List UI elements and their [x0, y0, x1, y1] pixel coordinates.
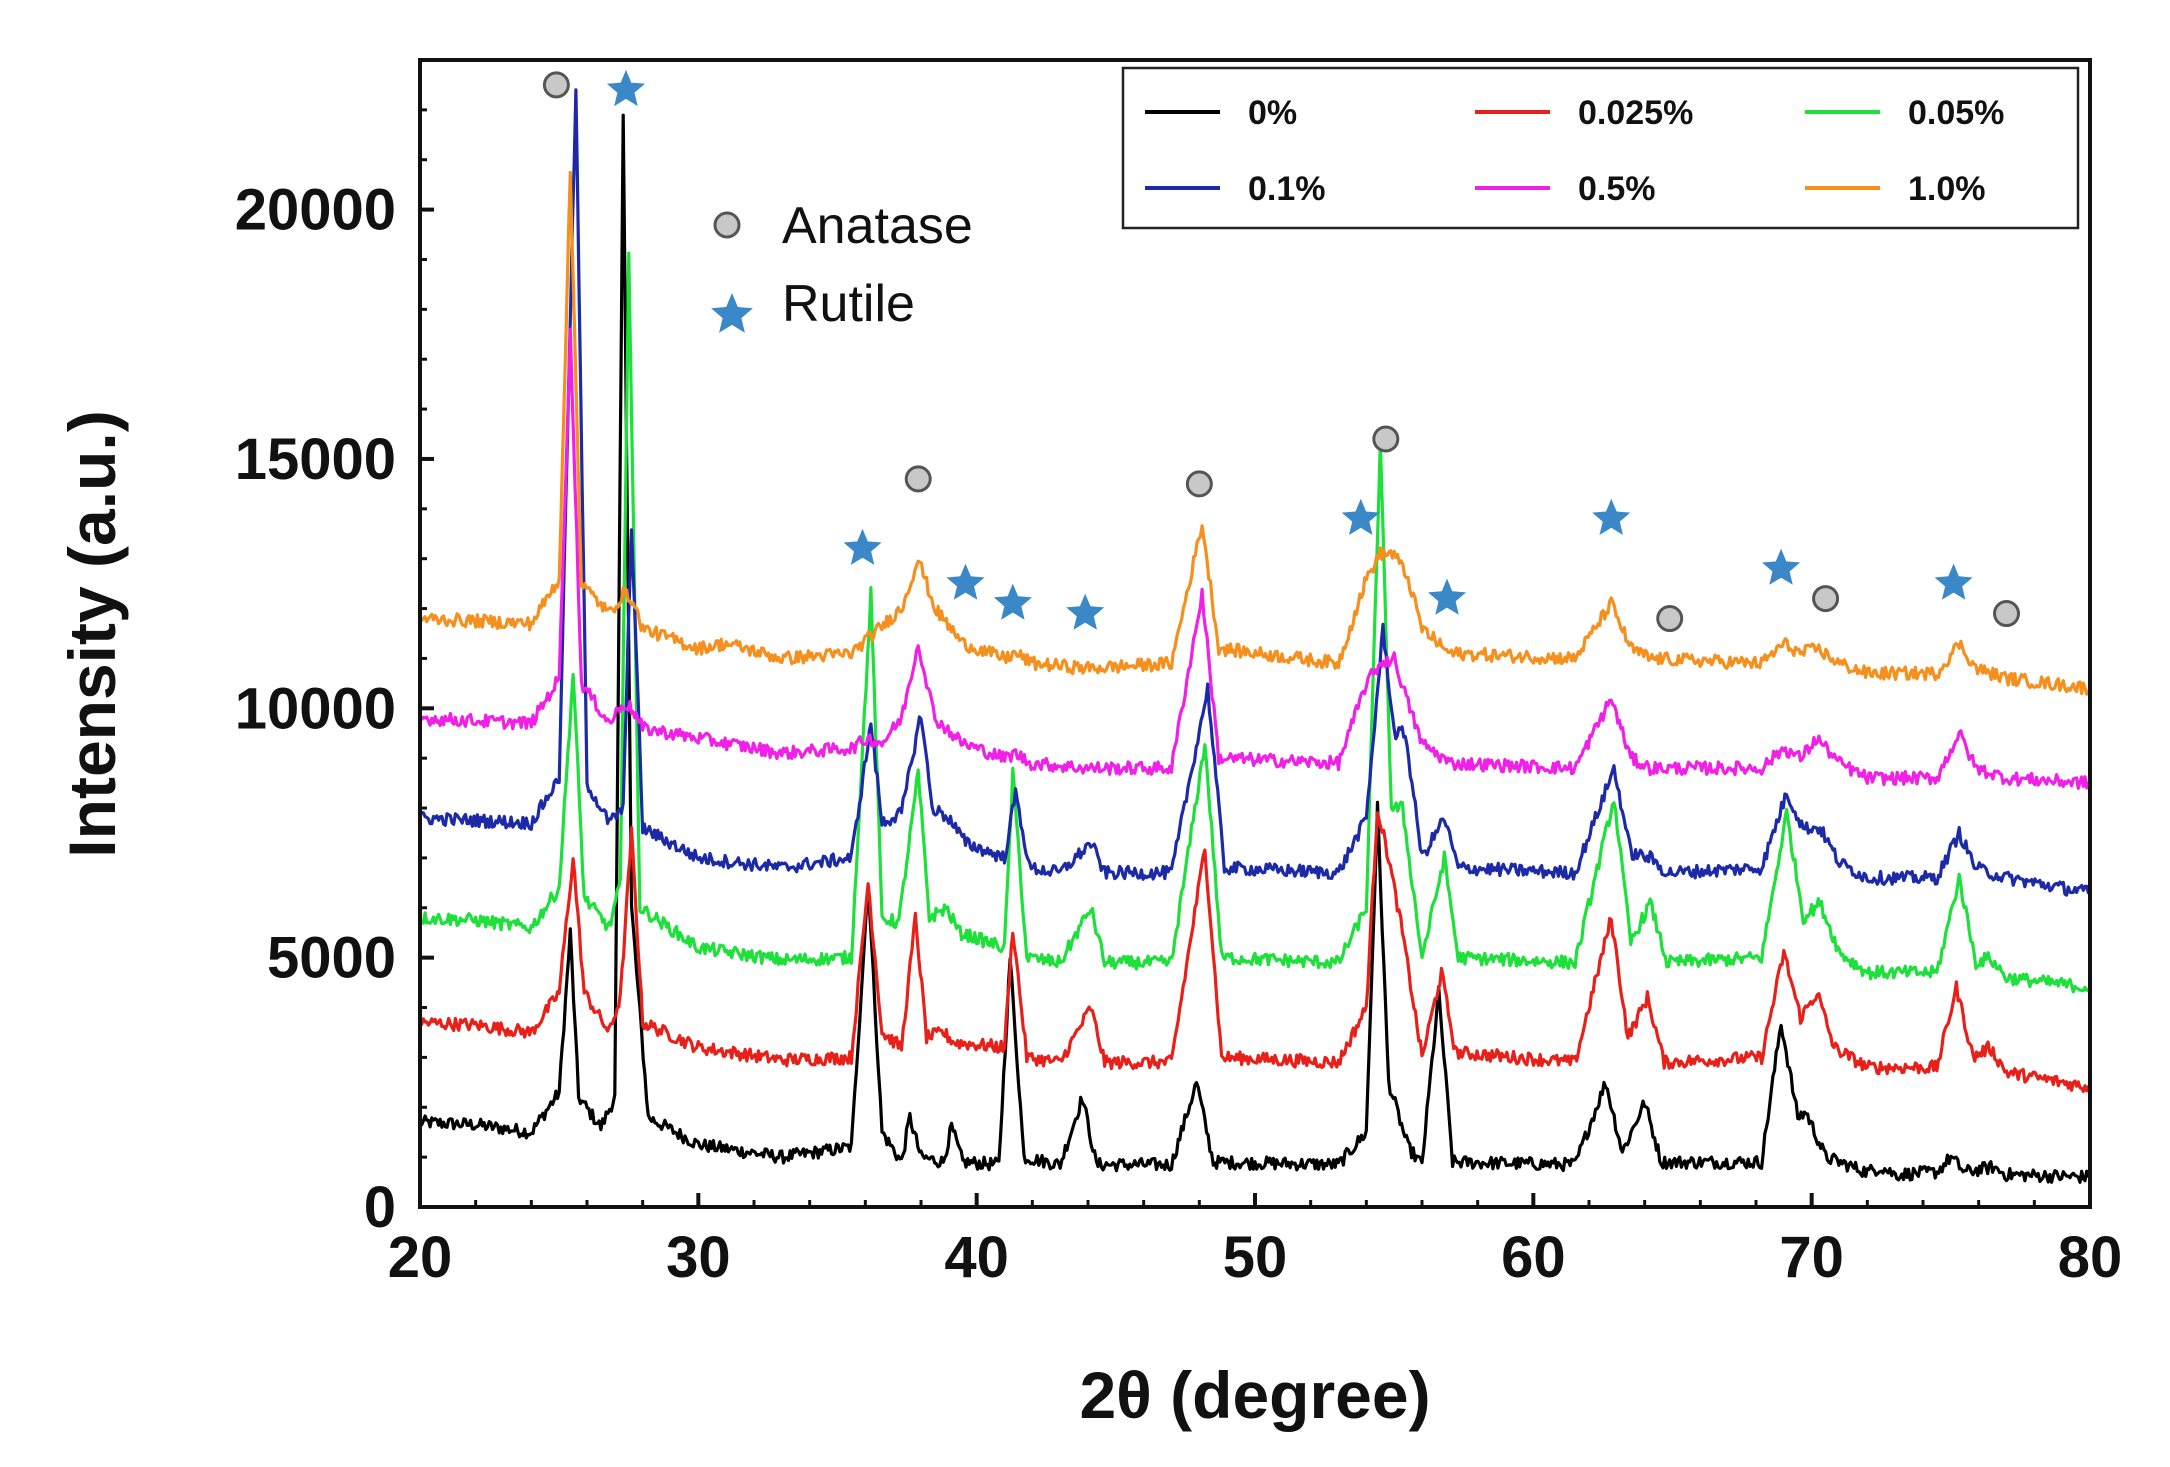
- series-layer: [418, 88, 2092, 1184]
- rutile-marker: [1592, 498, 1631, 535]
- y-axis-title: Intensity (a.u.): [55, 410, 129, 857]
- series-legend-box: [1121, 66, 2080, 230]
- x-tick-label: 80: [2058, 1225, 2123, 1290]
- anatase-legend-icon: [713, 211, 741, 239]
- plot-frame: [418, 58, 2092, 1209]
- rutile-marker: [1066, 593, 1105, 630]
- y-tick-label: 0: [364, 1175, 396, 1240]
- rutile-marker: [1428, 578, 1467, 615]
- anatase-marker: [1656, 605, 1684, 633]
- x-tick-label: 30: [666, 1225, 731, 1290]
- series-legend-label: 0.05%: [1908, 94, 2004, 132]
- phase-legend: Anatase Rutile: [711, 197, 973, 333]
- series-legend: 0% 0.025% 0.05% 0.1% 0.5% 1.0%: [1121, 66, 2080, 230]
- series-line-0.05%: [419, 251, 2092, 994]
- axis-ticks: 20 30 40 50 60 70 80 0 5000 10000 15000 20000: [235, 108, 2123, 1290]
- rutile-marker: [1341, 498, 1380, 535]
- series-legend-label: 1.0%: [1908, 170, 1986, 208]
- series-line-0.1%: [418, 88, 2091, 897]
- x-axis-title: 2θ (degree): [1079, 1358, 1430, 1432]
- x-tick-label: 50: [1223, 1225, 1288, 1290]
- rutile-marker: [993, 583, 1032, 620]
- series-line-0.5%: [418, 327, 2091, 790]
- rutile-marker: [843, 528, 882, 565]
- phase-marker-layer: [542, 69, 2020, 633]
- rutile-marker: [1762, 548, 1801, 585]
- series-legend-label: 0.5%: [1578, 170, 1656, 208]
- x-tick-label: 70: [1779, 1225, 1844, 1290]
- anatase-marker: [1993, 600, 2020, 628]
- rutile-marker: [946, 563, 985, 600]
- anatase-marker: [1812, 585, 1840, 613]
- series-line-0%: [418, 113, 2091, 1184]
- x-tick-label: 60: [1501, 1225, 1566, 1290]
- anatase-marker: [1372, 425, 1400, 453]
- series-legend-label: 0.1%: [1248, 170, 1326, 208]
- series-legend-label: 0.025%: [1578, 94, 1693, 132]
- anatase-marker: [904, 465, 932, 493]
- y-tick-label: 15000: [235, 427, 396, 492]
- anatase-marker: [1185, 470, 1213, 498]
- series-line-1.0%: [418, 170, 2092, 696]
- phase-legend-label-anatase: Anatase: [782, 197, 973, 255]
- y-tick-label: 10000: [235, 676, 396, 741]
- phase-legend-label-rutile: Rutile: [782, 275, 915, 333]
- series-line-0.025%: [418, 811, 2091, 1093]
- x-tick-label: 20: [388, 1225, 453, 1290]
- anatase-marker: [542, 71, 570, 99]
- series-legend-label: 0%: [1248, 94, 1297, 132]
- y-tick-label: 5000: [267, 926, 396, 991]
- rutile-marker: [1934, 563, 1973, 600]
- y-tick-label: 20000: [235, 178, 396, 243]
- rutile-legend-icon: [711, 293, 753, 333]
- rutile-marker: [606, 69, 645, 107]
- x-tick-label: 40: [944, 1225, 1009, 1290]
